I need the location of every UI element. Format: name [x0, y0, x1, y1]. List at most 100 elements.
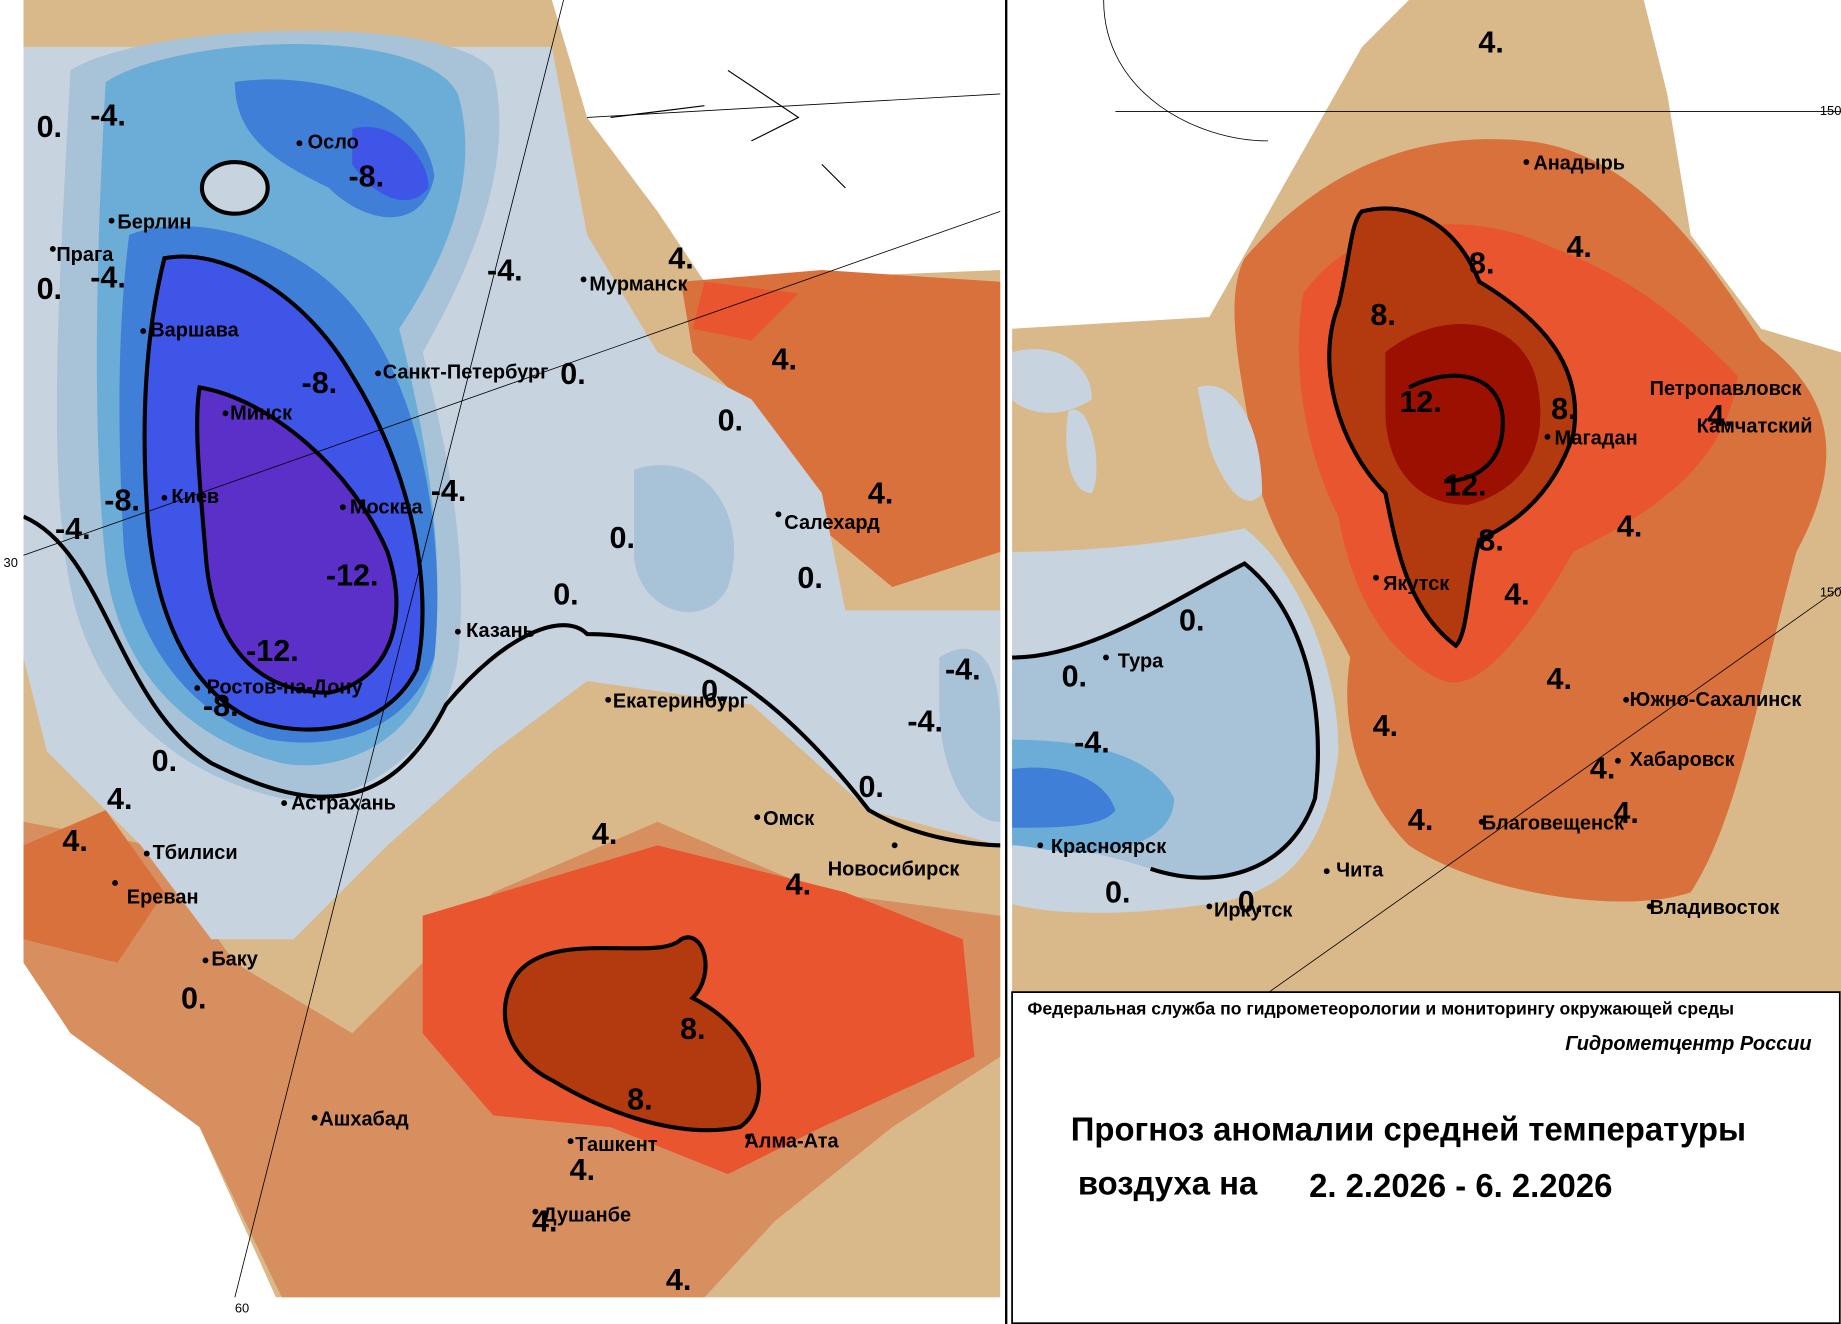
contour-label: -4. — [945, 653, 981, 687]
contour-label: 4. — [786, 868, 811, 902]
city-label: Южно-Сахалинск — [1630, 689, 1802, 711]
city-dot — [775, 511, 782, 518]
agency: Федеральная служба по гидрометеорологии … — [1027, 998, 1734, 1018]
city-dot — [108, 217, 115, 224]
contour-label: 8. — [627, 1082, 652, 1116]
city-label: Новосибирск — [828, 858, 960, 880]
contour-label: -4. — [487, 253, 523, 287]
city-dot — [1103, 654, 1109, 661]
city-dot — [532, 1208, 539, 1215]
city-label: Камчатский — [1697, 416, 1813, 438]
contour-label: 0. — [37, 272, 62, 306]
city-label: Минск — [230, 403, 292, 425]
city-label: Красноярск — [1051, 836, 1166, 858]
city-label: Ростов-на-Дону — [207, 676, 363, 698]
city-dot — [891, 842, 898, 849]
city-dot — [605, 696, 612, 703]
contour-label: 4. — [1613, 796, 1638, 830]
city-label: Баку — [211, 949, 258, 971]
contour-label: 4. — [1617, 509, 1642, 543]
city-dot — [143, 850, 150, 857]
grid-label: 150 — [1820, 584, 1841, 599]
contour-label: 0. — [718, 404, 743, 438]
contour-label: 4. — [592, 817, 617, 851]
contour-label: -12. — [246, 634, 299, 668]
contour-label: 4. — [868, 477, 893, 511]
city-dot — [754, 814, 761, 821]
city-dot — [375, 370, 381, 377]
city-label: Анадырь — [1533, 153, 1625, 175]
contour-label: 0. — [701, 674, 726, 708]
contour-label: -4. — [431, 474, 467, 508]
contour-label: 0. — [152, 744, 177, 778]
city-label: Владивосток — [1650, 897, 1780, 919]
city-label: Тура — [1118, 650, 1164, 672]
city-label: Казань — [466, 620, 535, 642]
contour-label: 4. — [1504, 578, 1529, 612]
contour-label: -4. — [90, 260, 126, 294]
contour-label: 8. — [1370, 298, 1395, 332]
contour-label: 4. — [666, 1263, 691, 1297]
contour-label: 0. — [797, 561, 822, 595]
contour-label: 0. — [181, 981, 206, 1015]
period: 2. 2.2026 - 6. 2.2026 — [1309, 1167, 1612, 1204]
right-map — [1012, 0, 1841, 993]
city-dot — [1623, 696, 1630, 703]
contour-label: -4. — [90, 98, 126, 132]
city-dot — [1037, 842, 1044, 849]
contour-label: 4. — [570, 1153, 595, 1187]
city-label: Чита — [1336, 859, 1384, 881]
city-label: Екатеринбург — [613, 690, 748, 712]
contour-label: 8. — [1469, 246, 1494, 280]
contour-label: 4. — [1707, 399, 1732, 433]
city-dot — [580, 276, 587, 283]
contour-label: 0. — [858, 770, 883, 804]
contour-label: 4. — [1546, 662, 1571, 696]
city-label: Омск — [763, 808, 814, 830]
contour-label: 8. — [1478, 523, 1503, 557]
city-label: Санкт-Петербург — [383, 362, 549, 384]
contour-label: 4. — [1566, 230, 1591, 264]
city-dot — [454, 628, 461, 635]
contour-label: 8. — [1551, 392, 1576, 426]
city-dot — [202, 957, 209, 964]
city-label: Алма-Ата — [744, 1131, 839, 1153]
city-dot — [567, 1138, 574, 1145]
contour-label: 0. — [37, 110, 62, 144]
city-label: Прага — [56, 244, 114, 266]
grid-label: 150 — [1820, 103, 1841, 118]
city-label: Астрахань — [291, 793, 396, 815]
city-label: Якутск — [1383, 573, 1449, 595]
city-label: Душанбе — [542, 1205, 631, 1227]
contour-label: 4. — [1478, 26, 1503, 60]
city-label: Петропавловск — [1650, 378, 1802, 400]
city-dot — [339, 504, 346, 511]
legend-box — [1011, 991, 1841, 1324]
city-label: Москва — [350, 497, 424, 519]
city-dot — [744, 1133, 751, 1140]
city-label: Благовещенск — [1482, 812, 1624, 834]
contour-label: -8. — [302, 366, 338, 400]
city-label: Берлин — [117, 211, 191, 233]
contour-label: 0. — [553, 578, 578, 612]
contour-label: -4. — [907, 704, 943, 738]
city-dot — [311, 1114, 318, 1121]
city-dot — [1523, 159, 1530, 165]
city-dot — [161, 494, 168, 501]
center: Гидрометцентр России — [1565, 1033, 1811, 1055]
contour-label: 0. — [1105, 876, 1130, 910]
city-dot — [140, 328, 147, 335]
contour-label: 0. — [1179, 603, 1204, 637]
city-dot — [112, 879, 118, 886]
city-dot — [296, 140, 303, 147]
city-dot — [1206, 903, 1213, 910]
contour-label: -8. — [349, 160, 385, 194]
title-prefix: воздуха на — [1078, 1165, 1258, 1202]
city-dot — [49, 245, 56, 252]
contour-label: 4. — [1408, 803, 1433, 837]
city-dot — [194, 685, 201, 691]
contour-label: 4. — [668, 242, 693, 276]
grid-label: 30 — [4, 555, 18, 570]
city-dot — [222, 410, 229, 417]
